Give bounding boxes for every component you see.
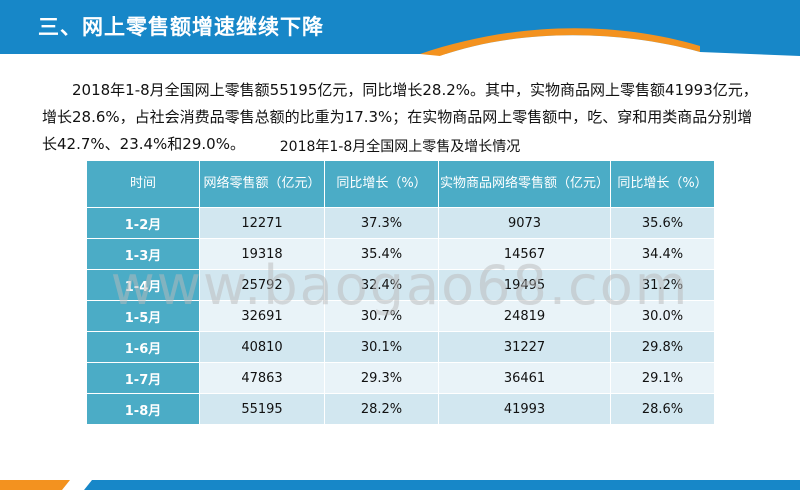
physical-sales-cell: 36461 bbox=[438, 362, 611, 394]
header-physical-sales: 实物商品网络零售额（亿元） bbox=[438, 160, 611, 208]
growth-cell: 35.4% bbox=[324, 238, 439, 270]
growth-cell: 30.7% bbox=[324, 300, 439, 332]
online-sales-cell: 12271 bbox=[199, 207, 325, 239]
table-header-row: 时间 网络零售额（亿元） 同比增长（%） 实物商品网络零售额（亿元） 同比增长（… bbox=[86, 160, 715, 208]
header-time: 时间 bbox=[86, 160, 200, 208]
row-period: 1-6月 bbox=[86, 331, 200, 363]
physical-sales-cell: 24819 bbox=[438, 300, 611, 332]
physical-growth-cell: 29.8% bbox=[610, 331, 715, 363]
table-row: 1-3月 19318 35.4% 14567 34.4% bbox=[86, 238, 715, 270]
table-row: 1-7月 47863 29.3% 36461 29.1% bbox=[86, 362, 715, 394]
table-row: 1-2月 12271 37.3% 9073 35.6% bbox=[86, 207, 715, 239]
physical-growth-cell: 30.0% bbox=[610, 300, 715, 332]
header-physical-yoy-growth: 同比增长（%） bbox=[610, 160, 715, 208]
row-period: 1-8月 bbox=[86, 393, 200, 425]
online-sales-cell: 19318 bbox=[199, 238, 325, 270]
physical-sales-cell: 19495 bbox=[438, 269, 611, 301]
table-row: 1-5月 32691 30.7% 24819 30.0% bbox=[86, 300, 715, 332]
online-sales-cell: 40810 bbox=[199, 331, 325, 363]
physical-growth-cell: 35.6% bbox=[610, 207, 715, 239]
physical-sales-cell: 41993 bbox=[438, 393, 611, 425]
physical-growth-cell: 28.6% bbox=[610, 393, 715, 425]
table-row: 1-8月 55195 28.2% 41993 28.6% bbox=[86, 393, 715, 425]
intro-paragraph: 2018年1-8月全国网上零售额55195亿元，同比增长28.2%。其中，实物商… bbox=[42, 81, 758, 153]
table-row: 1-6月 40810 30.1% 31227 29.8% bbox=[86, 331, 715, 363]
physical-growth-cell: 31.2% bbox=[610, 269, 715, 301]
online-sales-cell: 55195 bbox=[199, 393, 325, 425]
online-sales-cell: 47863 bbox=[199, 362, 325, 394]
physical-sales-cell: 31227 bbox=[438, 331, 611, 363]
row-period: 1-7月 bbox=[86, 362, 200, 394]
row-period: 1-2月 bbox=[86, 207, 200, 239]
table-row: 1-4月 25792 32.4% 19495 31.2% bbox=[86, 269, 715, 301]
growth-cell: 28.2% bbox=[324, 393, 439, 425]
physical-growth-cell: 29.1% bbox=[610, 362, 715, 394]
row-period: 1-4月 bbox=[86, 269, 200, 301]
page-title: 三、网上零售额增速继续下降 bbox=[38, 15, 324, 39]
header-background bbox=[0, 0, 800, 56]
footer-band bbox=[0, 470, 800, 500]
header-yoy-growth: 同比增长（%） bbox=[324, 160, 439, 208]
physical-growth-cell: 34.4% bbox=[610, 238, 715, 270]
growth-cell: 32.4% bbox=[324, 269, 439, 301]
row-period: 1-3月 bbox=[86, 238, 200, 270]
growth-cell: 30.1% bbox=[324, 331, 439, 363]
retail-table: 时间 网络零售额（亿元） 同比增长（%） 实物商品网络零售额（亿元） 同比增长（… bbox=[86, 160, 715, 425]
growth-cell: 37.3% bbox=[324, 207, 439, 239]
footer-stripes bbox=[0, 480, 800, 490]
physical-sales-cell: 14567 bbox=[438, 238, 611, 270]
header-online-sales: 网络零售额（亿元） bbox=[199, 160, 325, 208]
online-sales-cell: 25792 bbox=[199, 269, 325, 301]
growth-cell: 29.3% bbox=[324, 362, 439, 394]
online-sales-cell: 32691 bbox=[199, 300, 325, 332]
physical-sales-cell: 9073 bbox=[438, 207, 611, 239]
header-banner: 三、网上零售额增速继续下降 bbox=[0, 0, 800, 56]
table-title: 2018年1-8月全国网上零售及增长情况 bbox=[279, 139, 521, 155]
row-period: 1-5月 bbox=[86, 300, 200, 332]
